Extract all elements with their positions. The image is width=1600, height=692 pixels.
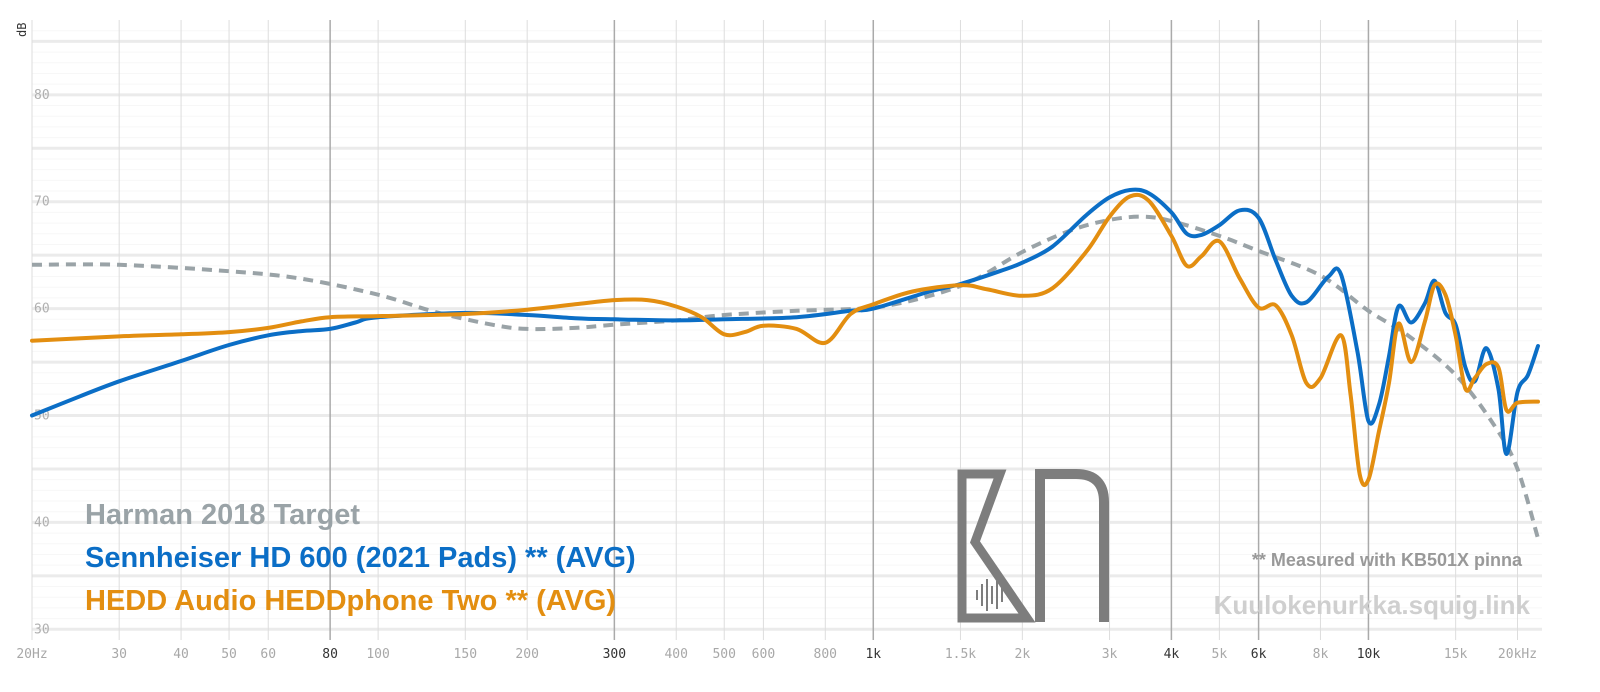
x-tick-label: 300: [603, 647, 626, 662]
x-tick-label: 50: [221, 647, 237, 662]
x-tick-label: 2k: [1015, 647, 1031, 662]
vertical-gridlines: [31, 20, 1519, 640]
x-tick-label: 800: [814, 647, 837, 662]
x-tick-label: 500: [712, 647, 735, 662]
legend-headphone-2: HEDD Audio HEDDphone Two ** (AVG): [85, 585, 616, 617]
x-tick-label: 20kHz: [1498, 647, 1537, 662]
horizontal-gridlines: [32, 30, 1542, 631]
x-tick-label: 400: [664, 647, 687, 662]
x-tick-label: 80: [322, 647, 338, 662]
x-tick-label: 30: [111, 647, 127, 662]
x-tick-label: 8k: [1313, 647, 1329, 662]
x-tick-label: 1.5k: [945, 647, 976, 662]
y-tick-label: 40: [34, 515, 50, 530]
x-tick-label: 6k: [1251, 647, 1267, 662]
kn-logo: [957, 469, 1109, 623]
y-tick-label: 70: [34, 195, 50, 210]
x-axis-ticks: 20Hz 30 40 50 60 80 100 150 200 300 400 500 600 800 1k…: [16, 647, 1537, 662]
x-tick-label: 10k: [1357, 647, 1381, 662]
x-tick-label: 150: [454, 647, 477, 662]
x-tick-label: 4k: [1164, 647, 1180, 662]
site-watermark: Kuulokenurkka.squig.link: [1214, 590, 1531, 620]
legend-headphone-1: Sennheiser HD 600 (2021 Pads) ** (AVG): [85, 542, 636, 574]
heddphone-two-curve: [30, 192, 1540, 488]
x-tick-label: 3k: [1102, 647, 1118, 662]
y-axis-label: dB: [15, 23, 29, 37]
legend-target: Harman 2018 Target: [85, 499, 360, 531]
x-tick-label: 200: [515, 647, 538, 662]
measurement-note: ** Measured with KB501X pinna: [1252, 550, 1523, 570]
y-tick-label: 60: [34, 302, 50, 317]
y-tick-label: 30: [34, 622, 50, 637]
x-tick-label: 20Hz: [16, 647, 47, 662]
series-lines: [30, 187, 1540, 539]
x-tick-label: 600: [752, 647, 775, 662]
y-tick-label: 80: [34, 88, 50, 103]
x-tick-label: 60: [260, 647, 276, 662]
x-tick-label: 15k: [1444, 647, 1468, 662]
x-tick-label: 1k: [865, 647, 881, 662]
x-tick-label: 5k: [1212, 647, 1228, 662]
target-curve: [31, 214, 1540, 539]
x-tick-label: 40: [173, 647, 189, 662]
x-tick-label: 100: [366, 647, 389, 662]
